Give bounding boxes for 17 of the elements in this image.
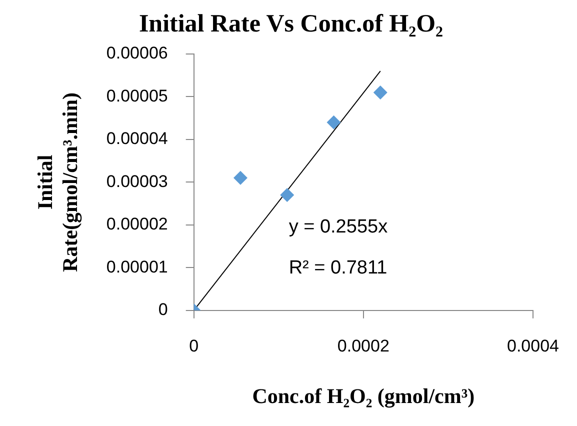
x-tick-label: 0	[189, 336, 199, 356]
x-tick-label: 0.0002	[337, 336, 390, 356]
annotation: y = 0.2555x	[288, 216, 388, 238]
x-axis-title: Conc.of H₂O₂ (gmol/cm³)	[252, 384, 475, 408]
y-tick-label: 0.00001	[106, 257, 168, 276]
y-tick-label: 0	[158, 300, 168, 320]
x-tick-label: 0.0004	[507, 336, 559, 356]
y-tick-label: 0.00003	[106, 172, 168, 191]
point	[373, 85, 388, 100]
y-tick-label: 0.00006	[106, 44, 168, 63]
point	[326, 115, 341, 130]
y-tick-label: 0.00004	[106, 129, 168, 148]
chart-title: Initial Rate Vs Conc.of H₂O₂	[138, 10, 444, 38]
y-tick-label: 0.00005	[106, 86, 168, 106]
annotation: R² = 0.7811	[288, 257, 388, 278]
y-tick-label: 0.00002	[106, 214, 168, 234]
y-axis-title: Initial Rate(gmol/cm³.min)	[33, 92, 82, 272]
